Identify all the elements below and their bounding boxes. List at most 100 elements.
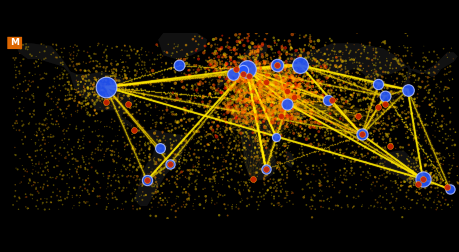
Point xyxy=(310,88,317,92)
Point xyxy=(280,114,287,118)
Point xyxy=(265,115,273,119)
Point xyxy=(364,125,371,129)
Point xyxy=(346,131,353,135)
Point xyxy=(263,76,270,80)
Point xyxy=(254,142,262,146)
Point xyxy=(178,77,185,81)
Point xyxy=(357,132,364,136)
Point xyxy=(301,78,308,82)
Point xyxy=(334,113,341,117)
Point xyxy=(269,83,276,87)
Point xyxy=(272,136,280,140)
Point xyxy=(263,71,270,75)
Point xyxy=(449,127,456,131)
Point xyxy=(318,189,325,193)
Point xyxy=(163,198,170,202)
Point xyxy=(407,162,414,166)
Point xyxy=(417,146,424,150)
Point xyxy=(235,111,242,115)
Point xyxy=(367,108,375,112)
Point xyxy=(327,121,335,125)
Point xyxy=(286,89,293,93)
Point xyxy=(212,66,219,70)
Point xyxy=(246,116,254,120)
Point xyxy=(374,152,381,156)
Point xyxy=(225,118,232,122)
Point xyxy=(269,140,277,144)
Point xyxy=(253,119,260,123)
Point xyxy=(62,98,69,102)
Point xyxy=(252,74,260,78)
Point xyxy=(293,141,301,145)
Point xyxy=(242,98,250,102)
Point xyxy=(274,99,282,103)
Point xyxy=(352,134,359,138)
Point xyxy=(384,98,391,102)
Point xyxy=(382,83,390,87)
Point xyxy=(10,97,17,101)
Point xyxy=(119,119,126,123)
Point xyxy=(335,65,342,69)
Point xyxy=(295,101,302,105)
Point xyxy=(269,77,276,81)
Point xyxy=(245,189,252,193)
Point xyxy=(62,94,69,98)
Point xyxy=(271,134,279,138)
Point xyxy=(149,121,156,125)
Point xyxy=(104,85,111,89)
Point xyxy=(261,108,268,112)
Point xyxy=(346,156,353,160)
Point xyxy=(239,64,246,68)
Point xyxy=(313,124,320,128)
Point xyxy=(284,190,291,194)
Point xyxy=(160,90,167,94)
Point xyxy=(289,85,296,89)
Point xyxy=(245,110,252,114)
Point xyxy=(282,90,289,94)
Point xyxy=(347,128,354,132)
Point xyxy=(401,166,408,170)
Point xyxy=(312,179,319,183)
Point xyxy=(168,158,175,162)
Point xyxy=(164,97,171,101)
Point xyxy=(390,83,397,87)
Point xyxy=(227,68,234,72)
Point xyxy=(216,96,224,100)
Point xyxy=(251,109,258,113)
Point xyxy=(70,186,78,190)
Point xyxy=(423,155,430,159)
Point xyxy=(171,134,178,138)
Point xyxy=(305,85,312,89)
Point xyxy=(440,179,447,183)
Point xyxy=(149,172,156,176)
Point xyxy=(249,71,257,75)
Point xyxy=(314,60,322,65)
Point xyxy=(408,111,415,115)
Point xyxy=(259,158,266,162)
Point xyxy=(188,117,195,121)
Point xyxy=(249,70,256,74)
Point xyxy=(319,205,326,209)
Point xyxy=(250,151,257,155)
Point xyxy=(248,77,256,81)
Point xyxy=(244,67,252,71)
Point xyxy=(212,65,219,69)
Point xyxy=(216,130,224,134)
Point xyxy=(273,105,280,109)
Point xyxy=(278,79,285,83)
Point xyxy=(284,155,291,159)
Point xyxy=(281,82,288,86)
Point xyxy=(130,83,137,87)
Point xyxy=(263,161,271,165)
Point xyxy=(376,132,383,136)
Point xyxy=(240,82,247,86)
Point xyxy=(248,69,256,73)
Point xyxy=(151,62,158,66)
Point xyxy=(323,74,330,78)
Point xyxy=(277,119,285,123)
Point xyxy=(288,93,295,97)
Point xyxy=(229,97,236,101)
Point xyxy=(315,169,323,173)
Point xyxy=(336,110,343,114)
Point xyxy=(284,70,291,74)
